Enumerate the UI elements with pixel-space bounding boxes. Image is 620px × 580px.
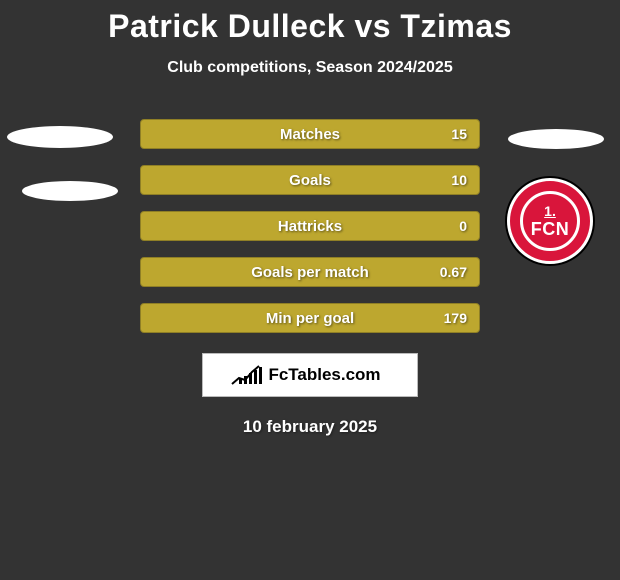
stat-bar-matches: Matches 15 bbox=[140, 119, 480, 149]
date-label: 10 february 2025 bbox=[0, 417, 620, 437]
right-placeholder-ellipse bbox=[508, 129, 604, 149]
stat-bar-min-per-goal: Min per goal 179 bbox=[140, 303, 480, 333]
stat-value: 10 bbox=[451, 172, 467, 188]
stat-value: 0.67 bbox=[440, 264, 467, 280]
stat-label: Goals bbox=[141, 172, 479, 189]
left-placeholder-ellipse-1 bbox=[7, 126, 113, 148]
stat-bar-hattricks: Hattricks 0 bbox=[140, 211, 480, 241]
branding-label: FcTables.com bbox=[268, 365, 380, 385]
stat-label: Hattricks bbox=[141, 218, 479, 235]
stat-bar-goals-per-match: Goals per match 0.67 bbox=[140, 257, 480, 287]
left-placeholder-ellipse-2 bbox=[22, 181, 118, 201]
stat-value: 15 bbox=[451, 126, 467, 142]
chart-bars-icon bbox=[239, 366, 262, 384]
subtitle: Club competitions, Season 2024/2025 bbox=[0, 59, 620, 77]
club-badge-top-text: 1. bbox=[544, 204, 556, 218]
stat-label: Goals per match bbox=[141, 264, 479, 281]
stat-value: 0 bbox=[459, 218, 467, 234]
club-badge-main-text: FCN bbox=[531, 220, 570, 238]
stat-label: Min per goal bbox=[141, 310, 479, 327]
club-badge-fcn: 1. FCN bbox=[500, 178, 600, 264]
stat-label: Matches bbox=[141, 126, 479, 143]
page-title: Patrick Dulleck vs Tzimas bbox=[0, 0, 620, 45]
club-badge-inner: 1. FCN bbox=[520, 191, 580, 251]
branding-box[interactable]: FcTables.com bbox=[202, 353, 418, 397]
stat-bar-goals: Goals 10 bbox=[140, 165, 480, 195]
stat-value: 179 bbox=[444, 310, 467, 326]
